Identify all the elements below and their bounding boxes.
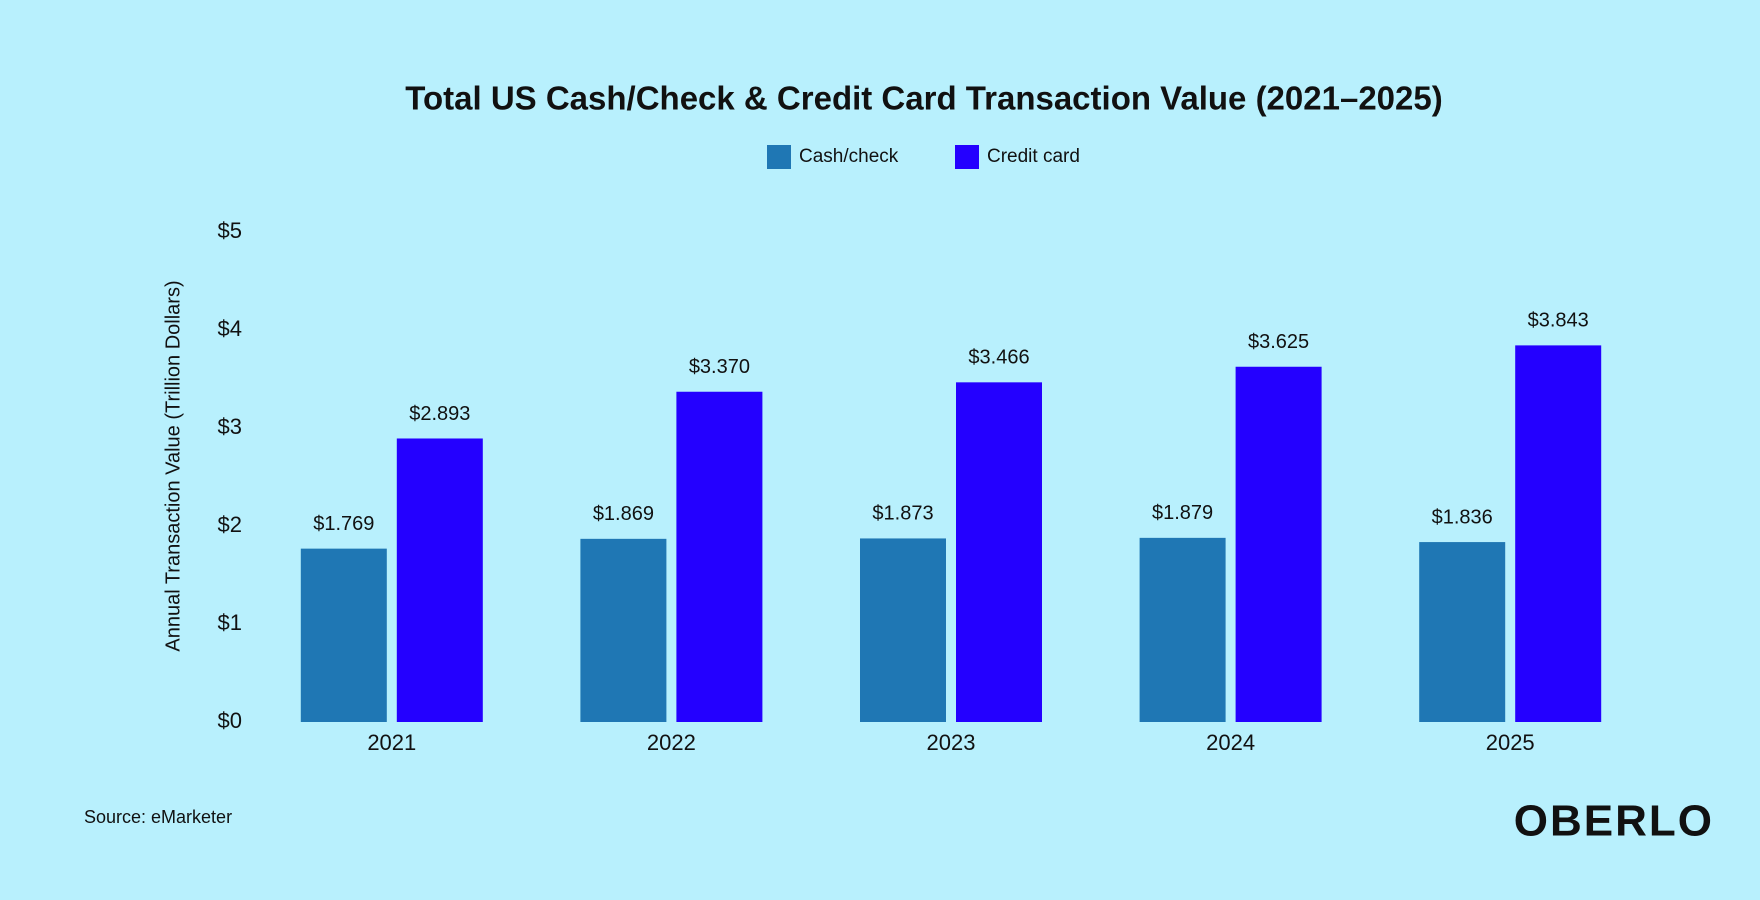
value-label: $3.466	[968, 347, 1029, 369]
x-tick-label: 2024	[1206, 730, 1255, 755]
value-label: $3.370	[689, 356, 750, 378]
source: Source: eMarketer	[84, 807, 232, 827]
bar	[676, 391, 763, 722]
legend-label: Cash/check	[799, 146, 899, 167]
y-tick-label: $0	[218, 708, 242, 733]
x-tick-label: 2025	[1486, 730, 1535, 755]
y-tick-label: $5	[218, 218, 242, 243]
value-label: $1.873	[872, 503, 933, 525]
y-axis-label: Annual Transaction Value (Trillion Dolla…	[162, 280, 184, 651]
chart-title: Total US Cash/Check & Credit Card Transa…	[405, 80, 1442, 117]
x-tick-label: 2022	[647, 730, 696, 755]
y-tick-label: $2	[218, 512, 242, 537]
bar	[860, 538, 946, 722]
y-tick-label: $1	[218, 610, 242, 635]
bar	[580, 538, 667, 722]
x-tick-label: 2021	[367, 730, 416, 755]
value-label: $1.879	[1152, 502, 1213, 524]
value-label: $1.869	[593, 503, 654, 525]
value-label: $1.836	[1432, 506, 1493, 528]
legend-label: Credit card	[987, 146, 1080, 167]
x-tick-label: 2023	[927, 730, 976, 755]
value-label: $3.843	[1528, 310, 1589, 332]
value-label: $2.893	[409, 403, 470, 425]
bar	[396, 438, 483, 722]
legend-swatch	[955, 145, 979, 169]
y-tick-label: $3	[218, 414, 242, 439]
value-label: $1.769	[313, 513, 374, 535]
bar	[1515, 345, 1602, 722]
bar	[956, 382, 1042, 722]
bar	[1419, 542, 1506, 722]
legend-swatch	[767, 145, 791, 169]
value-label: $3.625	[1248, 331, 1309, 353]
bar	[300, 548, 387, 722]
y-tick-label: $4	[218, 316, 242, 341]
logo: OBERLO	[1514, 797, 1714, 846]
bar	[1139, 537, 1226, 722]
bar	[1235, 366, 1322, 722]
